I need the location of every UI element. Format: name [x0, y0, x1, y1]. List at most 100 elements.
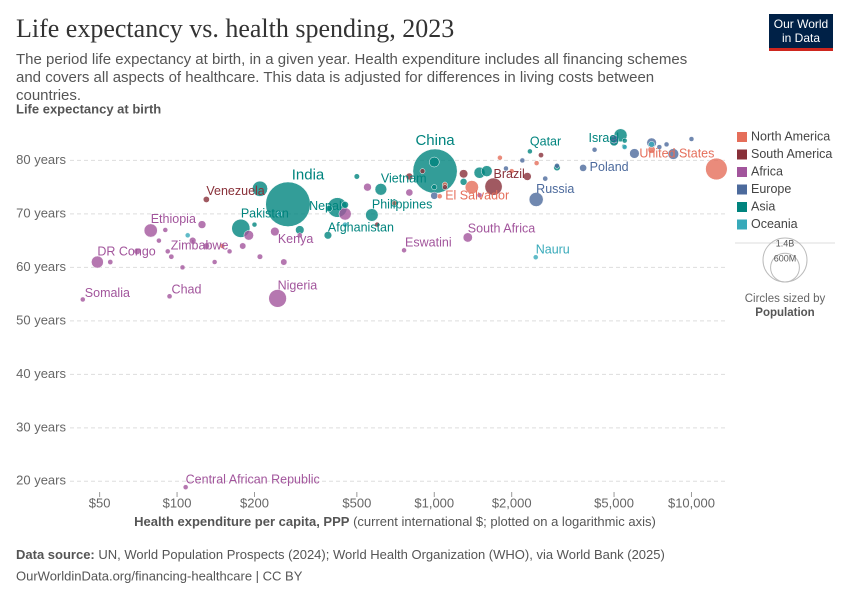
legend-swatch	[737, 219, 747, 230]
point	[164, 248, 171, 255]
source: Data source: UN, World Population Prospe…	[16, 547, 665, 562]
point	[143, 223, 158, 238]
chart-title: Life expectancy vs. health spending, 202…	[16, 14, 455, 43]
x-tick-label: $2,000	[492, 495, 532, 510]
point	[613, 128, 628, 143]
logo-box	[769, 14, 833, 50]
point-label: Eswatini	[405, 236, 452, 250]
point	[189, 237, 197, 245]
point-label: China	[415, 132, 455, 149]
point-label: India	[292, 166, 325, 183]
point	[459, 178, 468, 186]
y-tick-label: 70 years	[16, 205, 66, 220]
point-label: Zimbabwe	[171, 239, 229, 253]
point	[609, 134, 619, 144]
y-tick-label: 50 years	[16, 312, 66, 327]
point	[464, 180, 479, 195]
point	[419, 168, 426, 174]
y-tick-label: 40 years	[16, 366, 66, 381]
point	[226, 248, 233, 255]
point	[429, 156, 440, 168]
point-label: Chad	[172, 283, 202, 297]
point	[538, 152, 544, 158]
size-legend-variable: Population	[755, 307, 814, 319]
point-label: Israel	[589, 131, 620, 145]
point	[609, 137, 619, 147]
point	[374, 183, 388, 196]
legend-label: Europe	[751, 182, 791, 196]
point	[442, 184, 448, 190]
point	[374, 221, 380, 228]
point	[270, 226, 280, 237]
legend-swatch	[737, 132, 747, 142]
point	[656, 144, 663, 150]
point	[162, 227, 169, 233]
legend-swatch	[737, 184, 747, 195]
point	[663, 141, 670, 148]
logo-bar	[769, 48, 833, 51]
point	[554, 163, 560, 169]
point	[508, 168, 515, 174]
point	[265, 181, 311, 227]
point-label: Qatar	[530, 135, 561, 149]
point-label: Philippines	[372, 197, 432, 211]
point-label: Nigeria	[278, 279, 318, 293]
point	[276, 211, 283, 217]
point-label: United States	[639, 146, 714, 160]
point	[436, 193, 443, 200]
point	[497, 155, 503, 161]
point	[156, 237, 162, 244]
legend-label: Oceania	[751, 217, 798, 231]
point	[646, 137, 657, 148]
point-label: Somalia	[85, 286, 130, 300]
point	[523, 172, 532, 181]
legend-label: South America	[751, 147, 832, 161]
point	[519, 157, 526, 164]
point	[688, 136, 695, 142]
source-url: OurWorldinData.org/financing-healthcare …	[16, 568, 303, 583]
point-label: Vietnam	[381, 172, 427, 186]
source-text: UN, World Population Prospects (2024); W…	[98, 547, 664, 562]
point-label: Nepal	[309, 199, 342, 213]
point	[462, 232, 473, 243]
x-tick-label: $10,000	[668, 495, 715, 510]
point	[342, 221, 348, 228]
point	[268, 289, 287, 308]
point	[705, 157, 728, 181]
x-tick-label: $200	[240, 495, 269, 510]
legend-label: Africa	[751, 164, 783, 178]
point-label: Russia	[536, 182, 574, 196]
x-tick-label: $5,000	[594, 495, 634, 510]
point	[667, 148, 679, 160]
size-legend-title: Circles sized by	[745, 293, 826, 305]
x-axis-title-main: Health expenditure per capita, PPP	[134, 514, 350, 529]
point	[365, 208, 379, 222]
point	[184, 232, 191, 239]
legend-swatch	[737, 202, 747, 212]
point	[107, 259, 114, 265]
point	[211, 259, 218, 265]
point-label: Pakistan	[241, 207, 289, 221]
size-legend-label: 1.4B	[776, 238, 795, 248]
point	[459, 169, 469, 179]
point	[133, 247, 141, 255]
point	[484, 177, 503, 196]
point	[412, 148, 458, 194]
point	[621, 144, 628, 150]
point-label: DR Congo	[97, 244, 155, 258]
point-label: South Africa	[468, 222, 535, 236]
point	[476, 192, 483, 198]
point	[481, 165, 493, 177]
point	[295, 225, 305, 235]
point	[591, 146, 598, 153]
point	[405, 188, 414, 197]
point	[527, 148, 533, 155]
point	[647, 145, 656, 154]
y-tick-label: 30 years	[16, 419, 66, 434]
point	[621, 137, 628, 144]
legend-swatch	[737, 149, 747, 160]
point	[203, 196, 210, 203]
point-label: Poland	[590, 160, 629, 174]
point	[542, 175, 549, 182]
logo-text: in Data	[782, 31, 820, 45]
